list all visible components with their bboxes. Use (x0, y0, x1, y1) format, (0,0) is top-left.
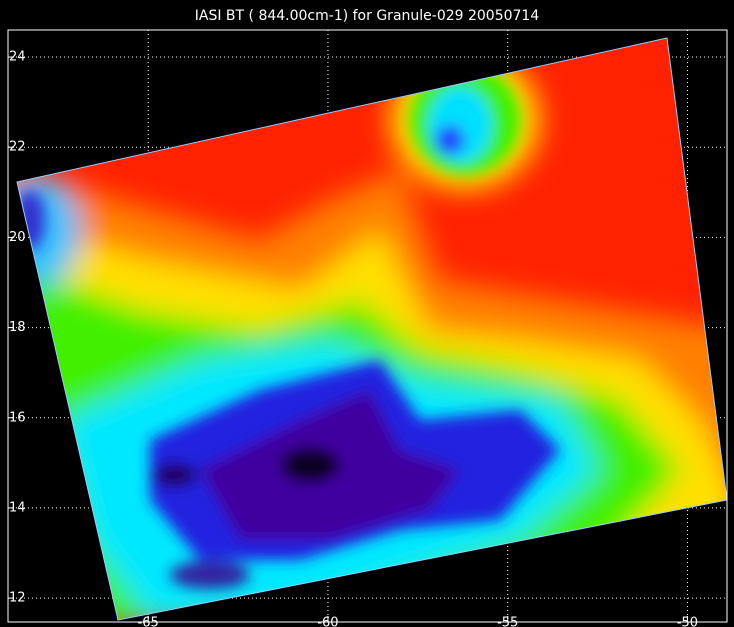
page: IASI BT ( 844.00cm-1) for Granule-029 20… (0, 0, 734, 627)
y-tick-label: 14 (9, 500, 26, 515)
y-tick-label: 22 (9, 140, 26, 155)
y-tick-label: 16 (9, 410, 26, 425)
x-tick-label: -50 (677, 616, 698, 627)
map-plot: IASI BT ( 844.00cm-1) for Granule-029 20… (0, 0, 734, 627)
x-tick-label: -55 (497, 616, 518, 627)
map-title: IASI BT ( 844.00cm-1) for Granule-029 20… (195, 8, 540, 24)
y-tick-label: 12 (9, 591, 26, 606)
x-tick-label: -60 (317, 616, 338, 627)
y-tick-label: 18 (9, 320, 26, 335)
x-tick-label: -65 (138, 616, 159, 627)
y-tick-label: 20 (9, 230, 26, 245)
y-tick-label: 24 (9, 50, 26, 65)
